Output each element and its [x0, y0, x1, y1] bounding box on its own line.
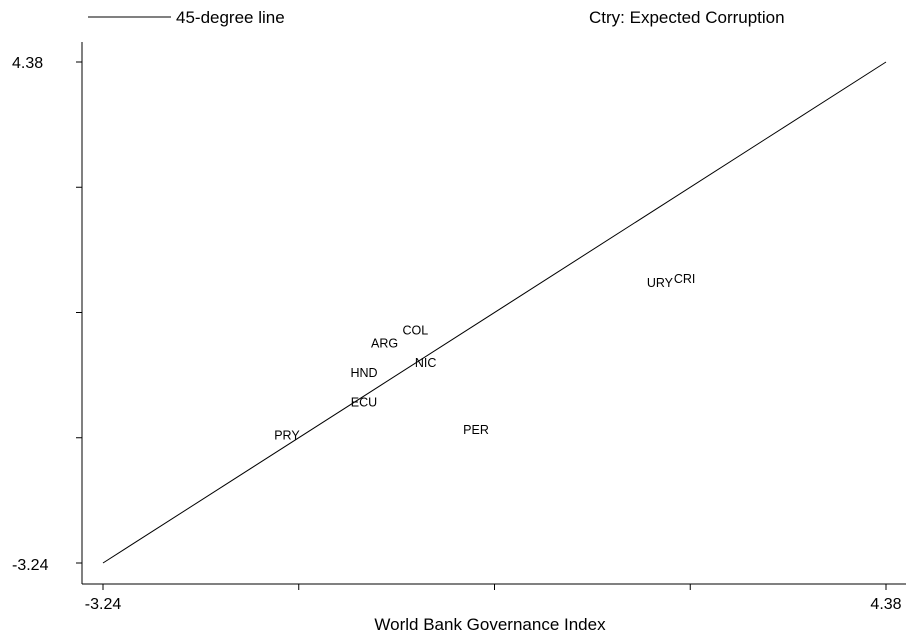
point-label-hnd: HND	[350, 366, 377, 380]
point-label-per: PER	[463, 423, 489, 437]
point-label-cri: CRI	[674, 272, 696, 286]
point-label-ury: URY	[647, 276, 674, 290]
point-label-ecu: ECU	[351, 396, 377, 410]
x-tick-label-left: -3.24	[85, 596, 122, 613]
axis-ticks	[76, 61, 887, 590]
reference-45-degree-line	[102, 61, 887, 564]
series-label: Ctry: Expected Corruption	[589, 8, 785, 27]
point-label-pry: PRY	[274, 428, 300, 442]
legend-label: 45-degree line	[176, 8, 285, 27]
point-label-nic: NIC	[415, 356, 437, 370]
point-label-arg: ARG	[371, 336, 398, 350]
x-tick-label-right: 4.38	[870, 596, 901, 613]
y-tick-label-bottom: -3.24	[12, 557, 49, 574]
data-points: PRY ECU HND ARG COL NIC PER URY CRI	[274, 272, 695, 442]
point-label-col: COL	[403, 323, 429, 337]
y-tick-label-top: 4.38	[12, 55, 43, 72]
x-axis-title: World Bank Governance Index	[374, 615, 606, 634]
